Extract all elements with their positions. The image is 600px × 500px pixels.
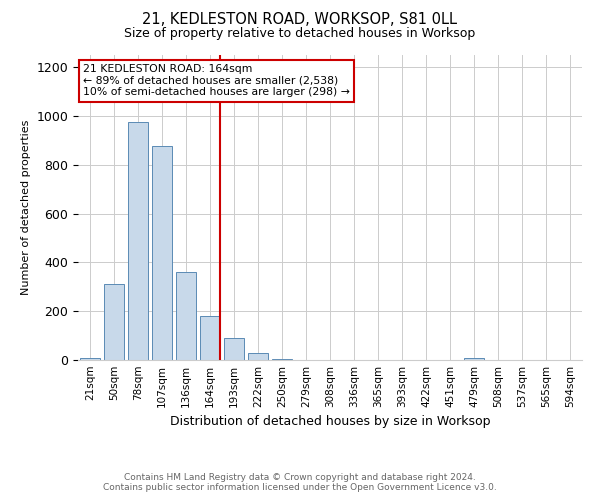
X-axis label: Distribution of detached houses by size in Worksop: Distribution of detached houses by size …: [170, 416, 490, 428]
Text: Contains HM Land Registry data © Crown copyright and database right 2024.
Contai: Contains HM Land Registry data © Crown c…: [103, 473, 497, 492]
Bar: [224, 338, 244, 360]
Y-axis label: Number of detached properties: Number of detached properties: [21, 120, 31, 295]
Bar: [272, 359, 292, 360]
Bar: [248, 353, 268, 360]
Bar: [128, 122, 148, 360]
Bar: [152, 146, 172, 360]
Bar: [104, 284, 124, 360]
Bar: [464, 358, 484, 360]
Bar: [176, 272, 196, 360]
Text: Size of property relative to detached houses in Worksop: Size of property relative to detached ho…: [124, 28, 476, 40]
Text: 21, KEDLESTON ROAD, WORKSOP, S81 0LL: 21, KEDLESTON ROAD, WORKSOP, S81 0LL: [143, 12, 458, 28]
Bar: [200, 316, 220, 360]
Text: 21 KEDLESTON ROAD: 164sqm
← 89% of detached houses are smaller (2,538)
10% of se: 21 KEDLESTON ROAD: 164sqm ← 89% of detac…: [83, 64, 350, 98]
Bar: [80, 358, 100, 360]
